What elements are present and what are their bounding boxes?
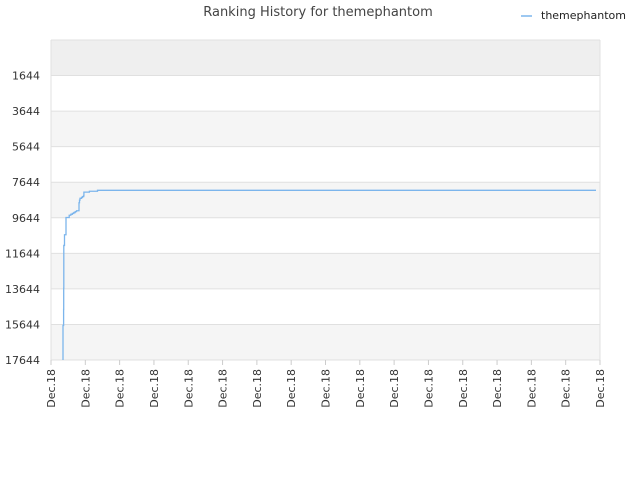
x-tick-label: Dec.18 [79, 369, 92, 408]
y-axis: 1644 3644 5644 7644 9644 11644 13644 15644 17644 [5, 70, 40, 367]
plot-band [51, 40, 600, 76]
plot-band [51, 288, 600, 325]
x-tick-label: Dec.18 [217, 369, 230, 408]
chart-title: Ranking History for themephantom [203, 5, 433, 20]
x-tick-label: Dec.18 [388, 369, 401, 408]
x-tick-label: Dec.18 [560, 369, 573, 408]
y-tick-label: 15644 [5, 318, 40, 331]
plot-band [51, 253, 600, 289]
x-tick-label: Dec.18 [525, 369, 538, 408]
x-tick-label: Dec.18 [594, 369, 607, 408]
x-axis: Dec.18 Dec.18 Dec.18 Dec.18 Dec.18 Dec.18 Dec.… [45, 360, 607, 408]
x-tick-label: Dec.18 [251, 369, 264, 408]
y-tick-label: 5644 [12, 141, 40, 154]
x-tick-label: Dec.18 [45, 369, 58, 408]
legend-label: themephantom [541, 9, 626, 22]
x-tick-label: Dec.18 [285, 369, 298, 408]
x-tick-label: Dec.18 [320, 369, 333, 408]
plot-band [51, 217, 600, 254]
plot-band [51, 146, 600, 183]
x-tick-label: Dec.18 [422, 369, 435, 408]
series-line-themephantom[interactable] [62, 189, 596, 360]
x-tick-label: Dec.18 [457, 369, 470, 408]
plot-band [51, 75, 600, 112]
series-points [62, 190, 104, 361]
y-tick-label: 1644 [12, 70, 40, 83]
y-tick-label: 13644 [5, 283, 40, 296]
y-tick-label: 17644 [5, 354, 40, 367]
x-tick-label: Dec.18 [182, 369, 195, 408]
plot-band [51, 324, 600, 360]
y-tick-label: 11644 [5, 247, 40, 260]
plot-bands [51, 40, 600, 360]
legend[interactable]: themephantom [521, 9, 626, 22]
plot-band [51, 111, 600, 147]
x-tick-label: Dec.18 [114, 369, 127, 408]
x-tick-label: Dec.18 [354, 369, 367, 408]
x-tick-label: Dec.18 [148, 369, 161, 408]
y-tick-label: 3644 [12, 105, 40, 118]
x-tick-label: Dec.18 [491, 369, 504, 408]
y-tick-label: 7644 [12, 176, 40, 189]
plot-band [51, 182, 600, 218]
y-tick-label: 9644 [12, 212, 40, 225]
